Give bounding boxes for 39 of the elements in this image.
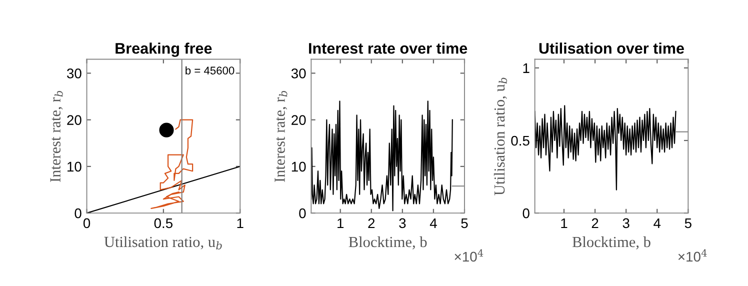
y-tick-label: 0 <box>74 208 82 218</box>
y-tick-label: 0 <box>299 208 306 218</box>
chart-title: Utilisation over time <box>539 42 684 54</box>
text: ×10$^{4}$ <box>454 249 484 262</box>
text: ×10$^{4}$ <box>678 249 707 262</box>
x-axis-title: Utilisation ratio, u$_{b}$ <box>104 236 222 250</box>
x-tick-label: 4 <box>430 218 437 228</box>
x-tick-label: 3 <box>622 218 630 228</box>
x-tick-label: 1 <box>338 218 344 228</box>
x-tick-label: 2 <box>592 218 598 228</box>
y-tick-label: 30 <box>66 68 82 78</box>
y-tick-label: 20 <box>67 115 82 125</box>
line-series <box>150 119 194 209</box>
chart-title: Breaking free <box>116 42 212 57</box>
x-tick-label: 0.5 <box>154 218 173 228</box>
line-series <box>311 100 453 212</box>
y-tick-label: 20 <box>292 115 306 125</box>
annotation: b = 45600 <box>186 66 234 74</box>
x-tick-label: 4 <box>654 218 661 228</box>
y-tick-label: 10 <box>68 162 82 172</box>
x-tick-label: 3 <box>399 218 406 228</box>
y-tick-label: 0 <box>522 208 530 218</box>
y-tick-label: 0.5 <box>511 136 530 146</box>
y-axis-title: Interest rate, r$_{b}$ <box>50 90 63 182</box>
y-tick-label: 30 <box>291 68 306 78</box>
x-tick-label: 0 <box>83 218 90 228</box>
y-axis-title: Utilisation ratio, u$_{b}$ <box>494 78 508 196</box>
x-tick-label: 5 <box>461 218 468 228</box>
line-series <box>534 105 676 190</box>
y-tick-label: 10 <box>292 162 306 172</box>
x-tick-label: 5 <box>684 218 692 228</box>
chart-title: Interest rate over time <box>309 42 468 54</box>
x-tick-label: 2 <box>368 218 375 228</box>
x-axis-title: Blocktime, b <box>348 236 427 250</box>
x-tick-label: 1 <box>237 218 244 228</box>
y-axis-title: Interest rate, r$_{b}$ <box>274 90 288 182</box>
x-tick-label: 1 <box>561 218 568 228</box>
x-axis-title: Blocktime, b <box>572 236 650 250</box>
y-tick-label: 1 <box>523 63 530 73</box>
